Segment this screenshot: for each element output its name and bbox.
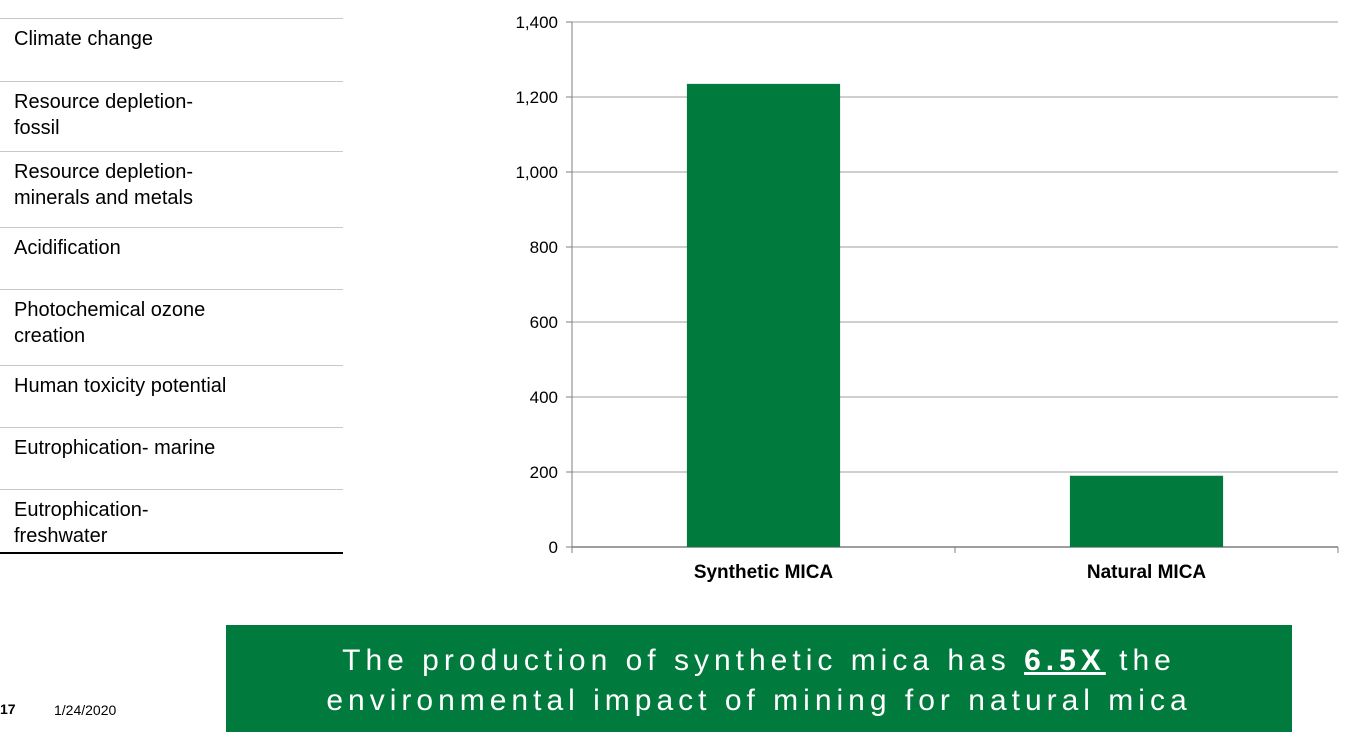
list-item-text: Photochemical ozone <box>14 299 206 321</box>
banner-line-2: environmental impact of mining for natur… <box>326 684 1192 717</box>
banner-text-prefix: The production of synthetic mica has <box>342 644 1025 677</box>
list-item-climate-change: Climate change <box>0 18 343 81</box>
slide-number: 17 <box>0 701 16 717</box>
list-item-eutrophication-marine: Eutrophication- marine <box>0 427 343 489</box>
list-item-photochemical-ozone: Photochemical ozone creation <box>0 289 343 365</box>
impact-category-list: Climate change Resource depletion- fossi… <box>0 18 343 554</box>
list-item-acidification: Acidification <box>0 227 343 289</box>
bar-chart: 0 200 400 600 800 1,000 1,200 1,400 Synthetic MI… <box>515 13 1339 583</box>
y-tick-label: 200 <box>530 463 558 482</box>
list-item-text-2: fossil <box>14 117 60 139</box>
list-item-text: Resource depletion- <box>14 91 193 113</box>
list-item-text-2: freshwater <box>14 525 108 547</box>
y-tick-label: 0 <box>549 538 558 557</box>
list-item-text: Eutrophication- marine <box>14 437 216 459</box>
y-tick-label: 1,200 <box>515 88 558 107</box>
banner-line-1: The production of synthetic mica has 6.5… <box>226 641 1292 681</box>
slide-date: 1/24/2020 <box>54 702 117 718</box>
x-tick-label: Synthetic MICA <box>694 562 834 583</box>
y-tick-label: 600 <box>530 313 558 332</box>
list-item-resource-depletion-minerals: Resource depletion- minerals and metals <box>0 151 343 227</box>
list-item-eutrophication-freshwater: Eutrophication- freshwater <box>0 489 343 554</box>
list-item-human-toxicity: Human toxicity potential <box>0 365 343 427</box>
y-tick-label: 800 <box>530 238 558 257</box>
conclusion-banner: The production of synthetic mica has 6.5… <box>226 625 1292 732</box>
list-item-text-2: creation <box>14 325 86 347</box>
list-item-text: Climate change <box>14 28 153 50</box>
y-tick-label: 400 <box>530 388 558 407</box>
y-tick-label: 1,000 <box>515 163 558 182</box>
list-item-text-2: minerals and metals <box>14 187 193 209</box>
bar-natural-mica <box>1069 475 1224 547</box>
list-item-text: Eutrophication- <box>14 499 149 521</box>
list-item-text: Human toxicity potential <box>14 375 227 397</box>
bar-synthetic-mica <box>686 83 841 547</box>
list-item-text: Acidification <box>14 237 121 259</box>
y-tick-label: 1,400 <box>515 13 558 32</box>
list-item-text: Resource depletion- <box>14 161 193 183</box>
x-tick-label: Natural MICA <box>1087 562 1207 583</box>
list-item-resource-depletion-fossil: Resource depletion- fossil <box>0 81 343 151</box>
banner-text-suffix: the <box>1105 644 1176 677</box>
banner-emphasis: 6.5X <box>1024 644 1106 677</box>
